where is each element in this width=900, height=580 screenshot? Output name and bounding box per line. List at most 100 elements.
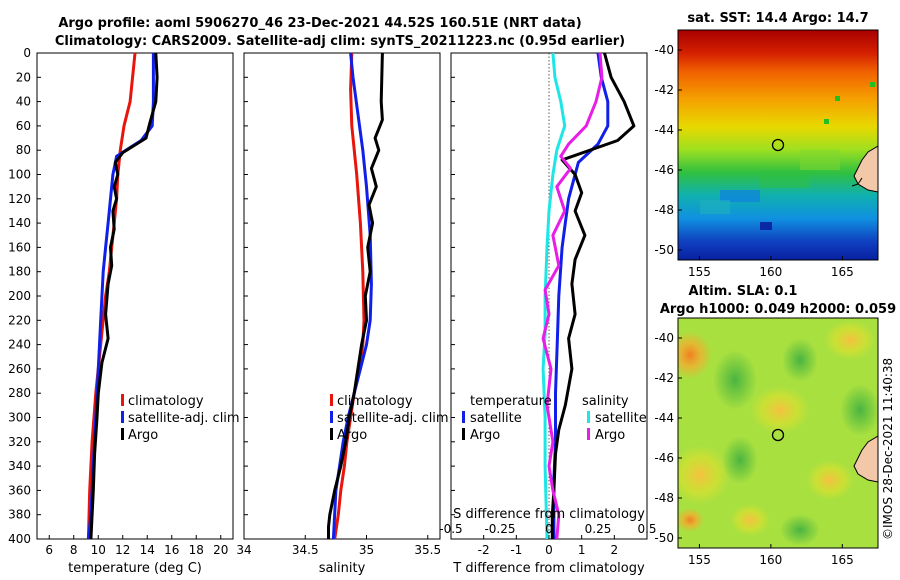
sst-cold-patch	[760, 222, 772, 230]
y-tick-label: 380	[8, 508, 31, 522]
x-tick-label: 10	[91, 543, 106, 557]
x-tick-label: 14	[140, 543, 155, 557]
y-tick-label: 320	[8, 435, 31, 449]
land-new-zealand	[853, 435, 878, 483]
map-x-tick-label: 165	[831, 553, 854, 567]
map-y-tick-label: -48	[654, 203, 674, 217]
y-tick-label: 400	[8, 532, 31, 546]
sla-anomaly	[824, 320, 876, 360]
sst-map-frame	[677, 29, 879, 261]
map-x-tick-label: 155	[688, 265, 711, 279]
legend-label: satellite-adj. clim	[128, 411, 240, 426]
x-tick-label: 2	[611, 543, 619, 557]
map-y-tick-label: -42	[654, 83, 674, 97]
map-y-tick-label: -46	[654, 163, 674, 177]
sst-pixel	[824, 119, 829, 124]
sla-map-frame	[677, 317, 879, 549]
map-y-tick-label: -40	[654, 43, 674, 57]
legend-swatch	[462, 428, 465, 440]
map-y-tick-label: -40	[654, 331, 674, 345]
y-tick-label: 40	[16, 95, 31, 109]
y-tick-label: 120	[8, 192, 31, 206]
coastline	[851, 177, 863, 187]
x-tick-label: 16	[164, 543, 179, 557]
legend-swatch	[462, 411, 465, 423]
y-tick-label: 280	[8, 386, 31, 400]
x-tick-label: 18	[189, 543, 204, 557]
sla-map-title-2: Argo h1000: 0.049 h2000: 0.059	[660, 302, 896, 317]
x-axis-label-top: S difference from climatology	[453, 507, 645, 522]
sst-field	[678, 30, 878, 260]
title-line-1: Argo profile: aoml 5906270_46 23-Dec-202…	[58, 16, 581, 31]
legend-title-temperature: temperature	[470, 394, 552, 409]
sla-anomaly	[678, 508, 704, 532]
legend-label: satellite-adj. clim	[337, 411, 449, 426]
y-tick-label: 260	[8, 362, 31, 376]
legend-swatch	[330, 394, 333, 406]
x-axis-label: salinity	[319, 561, 366, 576]
map-x-tick-label: 155	[688, 553, 711, 567]
map-y-tick-label: -50	[654, 531, 674, 545]
sst-map-axes: -40 -42 -44 -46 -48 -50 155 160 165	[654, 43, 853, 279]
y-tick-label: 340	[8, 459, 31, 473]
sst-patch	[760, 170, 810, 188]
y-tick-label: 20	[16, 70, 31, 84]
legend-label: satellite	[595, 411, 647, 426]
sla-anomaly	[678, 331, 712, 379]
x-axis-label: temperature (deg C)	[68, 561, 202, 576]
sla-anomaly	[713, 350, 757, 410]
map-y-tick-label: -46	[654, 451, 674, 465]
difference-profile-plot: -2 -1 0 1 2 T difference from climatology temp…	[439, 52, 657, 576]
legend-swatch	[121, 411, 124, 423]
sst-cold-patch	[720, 190, 760, 202]
legend-label: satellite	[470, 411, 522, 426]
y-tick-label: 160	[8, 240, 31, 254]
x-tick-label-top: -0.25	[484, 522, 515, 536]
sla-map	[678, 318, 878, 548]
y-tick-label: 80	[16, 143, 31, 157]
map-y-tick-label: -44	[654, 411, 674, 425]
map-x-tick-label: 165	[831, 265, 854, 279]
title-line-2: Climatology: CARS2009. Satellite-adj cli…	[55, 34, 625, 49]
sst-pixel	[835, 96, 840, 101]
salinity-profile-plot: 34 34.5 35 35.5 salinity climatology satellite…	[236, 52, 449, 576]
series-line-satellite-adj-clim	[331, 52, 373, 540]
map-y-tick-label: -42	[654, 371, 674, 385]
x-tick-label: 8	[70, 543, 78, 557]
sla-map-axes: -40 -42 -44 -46 -48 -50 155 160 165	[654, 331, 853, 567]
x-tick-label-top: 0	[545, 522, 553, 536]
series-line-argo	[327, 52, 384, 539]
legend-label: Argo	[470, 428, 500, 443]
argo-location-marker	[771, 138, 785, 152]
sst-patch	[800, 150, 840, 170]
sst-map	[678, 30, 878, 260]
y-tick-label: 60	[16, 119, 31, 133]
map-y-tick-label: -50	[654, 243, 674, 257]
y-tick-label: 140	[8, 216, 31, 230]
sla-anomaly	[678, 445, 730, 505]
legend-label: Argo	[337, 428, 367, 443]
map-y-tick-label: -44	[654, 123, 674, 137]
y-tick-label: 240	[8, 338, 31, 352]
x-tick-label: -2	[478, 543, 490, 557]
x-tick-label: 1	[578, 543, 586, 557]
sla-anomaly	[840, 384, 878, 436]
y-tick-label: 200	[8, 289, 31, 303]
x-tick-label: -1	[510, 543, 522, 557]
legend-label: climatology	[337, 394, 413, 409]
x-tick-label: 0	[545, 543, 553, 557]
legend-swatch	[587, 411, 590, 423]
y-tick-label: 300	[8, 411, 31, 425]
legend-swatch	[330, 411, 333, 423]
legend-swatch	[121, 428, 124, 440]
x-tick-label-top: -0.5	[439, 522, 462, 536]
legend-label: climatology	[128, 394, 204, 409]
sla-anomaly	[780, 514, 820, 546]
argo-location-marker	[771, 428, 785, 442]
legend-label: Argo	[595, 428, 625, 443]
x-tick-label: 34	[236, 543, 251, 557]
series-line-t-argo	[550, 52, 636, 539]
sst-patch	[700, 200, 730, 214]
legend-title-salinity: salinity	[582, 394, 629, 409]
